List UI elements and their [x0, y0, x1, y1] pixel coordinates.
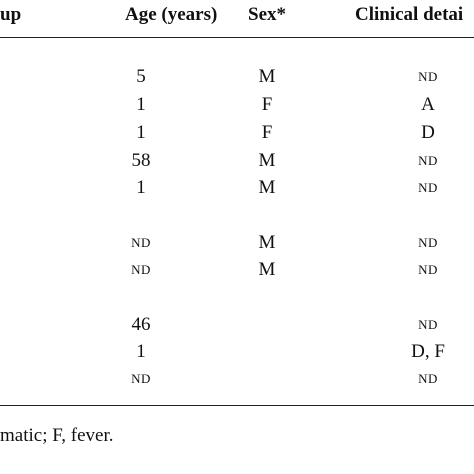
header-group: up: [0, 4, 22, 25]
table-cell-clinical: D, F: [411, 341, 445, 362]
table-cell-sex: M: [258, 150, 276, 171]
table-cell-age: ND: [131, 235, 151, 250]
table-cell-sex: M: [258, 66, 276, 87]
table-footnote: matic; F, fever.: [0, 425, 114, 446]
table-cell-clinical: ND: [418, 69, 438, 84]
table-cell-clinical: ND: [418, 180, 438, 195]
table-bottom-rule: [0, 405, 474, 406]
table-cell-clinical: A: [421, 94, 435, 115]
table-cell-sex: M: [258, 232, 276, 253]
table-cell-clinical: ND: [418, 317, 438, 332]
table-cell-age: 1: [136, 122, 146, 143]
table-cell-age: 58: [131, 150, 151, 171]
table-cell-age: 1: [136, 177, 146, 198]
table-cell-age: 1: [136, 94, 146, 115]
table-cell-clinical: ND: [418, 371, 438, 386]
table-cell-age: 1: [136, 341, 146, 362]
table-cell-sex: F: [261, 94, 273, 115]
table-top-rule: [0, 37, 474, 38]
header-age: Age (years): [125, 4, 218, 25]
table-cell-age: ND: [131, 371, 151, 386]
table-cell-clinical: ND: [418, 262, 438, 277]
table-cell-sex: F: [261, 122, 273, 143]
header-clinical-details: Clinical detai: [355, 4, 464, 25]
table-cell-age: 46: [131, 314, 151, 335]
table-cell-sex: M: [258, 259, 276, 280]
table-cell-clinical: ND: [418, 235, 438, 250]
table-cell-clinical: D: [421, 122, 435, 143]
header-sex: Sex*: [248, 4, 286, 25]
table-cell-clinical: ND: [418, 153, 438, 168]
table-cell-sex: M: [258, 177, 276, 198]
table-cell-age: ND: [131, 262, 151, 277]
table-cell-age: 5: [136, 66, 146, 87]
